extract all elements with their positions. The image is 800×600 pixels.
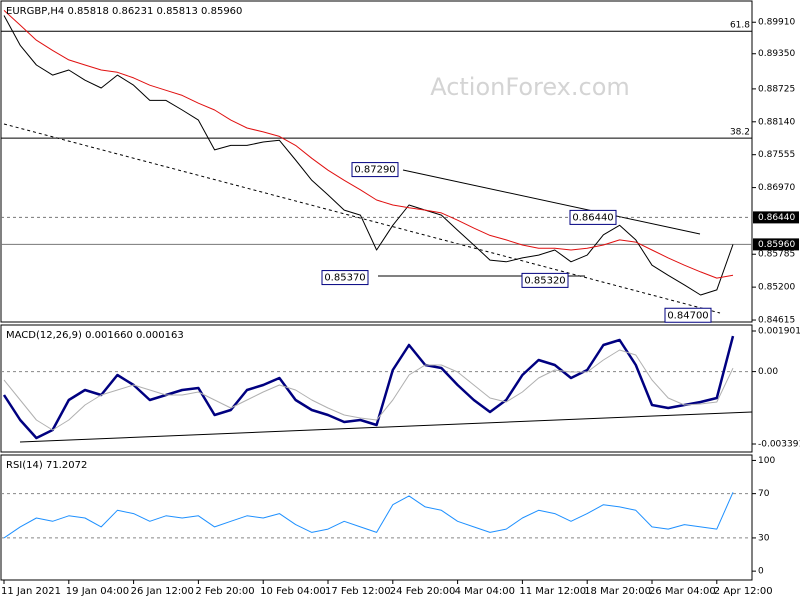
series-line (3, 15, 734, 296)
y-tick-label: 0.85785 (758, 250, 795, 260)
y-tick-label: 0.86970 (758, 183, 795, 193)
watermark: ActionForex.com (430, 73, 630, 101)
x-tick-label: 11 Jan 2021 (1, 586, 61, 597)
price-panel (0, 0, 753, 323)
x-tick-label: 11 Mar 12:00 (519, 586, 586, 597)
y-tick-label: 0.88140 (758, 117, 795, 127)
x-tick-label: 2 Feb 20:00 (195, 586, 254, 597)
y-tick-label: 0.87555 (758, 150, 795, 160)
price-line-label: 0.86440 (758, 213, 795, 223)
y-tick-label: 0.001901 (758, 326, 800, 336)
macd-trendline (19, 411, 753, 443)
annotation-box (351, 162, 399, 178)
y-tick-label: 0.89910 (758, 18, 795, 28)
panel-title: MACD(12,26,9) 0.001660 0.000163 (6, 330, 184, 341)
annotation-box (664, 307, 712, 323)
annotation-label: 0.85370 (324, 273, 365, 284)
fib-label: 38.2 (730, 128, 750, 138)
panel-title: RSI(14) 71.2072 (6, 460, 87, 471)
series-line (3, 492, 734, 539)
y-tick-label: 0.89350 (758, 49, 795, 59)
panel-title: EURGBP,H4 0.85818 0.86231 0.85813 0.8596… (6, 6, 242, 17)
y-tick-label: 30 (758, 533, 770, 543)
price-line-tag (753, 238, 799, 251)
y-tick-label: 0.84615 (758, 316, 795, 326)
x-tick-label: 10 Feb 04:00 (260, 586, 326, 597)
annotation-box (521, 272, 569, 288)
y-tick-label: 0.00 (758, 367, 778, 377)
annotation-box (321, 270, 369, 286)
x-tick-label: 26 Jan 12:00 (131, 586, 194, 597)
x-tick-label: 24 Feb 20:00 (390, 586, 456, 597)
annotation-box (569, 209, 617, 225)
fib-label: 61.8 (730, 21, 750, 31)
x-tick-label: 17 Feb 12:00 (325, 586, 391, 597)
series-line (2, 335, 735, 440)
x-tick-label: 2 Apr 12:00 (714, 586, 773, 597)
series-line (3, 10, 734, 279)
y-tick-label: 0 (758, 567, 764, 577)
x-tick-label: 19 Jan 04:00 (66, 586, 129, 597)
price-line-tag (753, 211, 799, 224)
y-tick-label: 0.85200 (758, 283, 795, 293)
annotation-label: 0.84700 (667, 310, 708, 321)
x-tick-label: 18 Mar 20:00 (584, 586, 651, 597)
rsi-panel (0, 454, 753, 581)
y-tick-label: 100 (758, 456, 775, 466)
x-tick-label: 4 Mar 04:00 (455, 586, 515, 597)
macd-panel (0, 324, 753, 453)
y-tick-label: 70 (758, 489, 770, 499)
x-tick-label: 26 Mar 04:00 (649, 586, 716, 597)
y-tick-label: -0.003391 (758, 440, 800, 450)
series-line (3, 349, 734, 431)
resistance-trendline (402, 169, 701, 235)
y-tick-label: 0.88725 (758, 84, 795, 94)
annotation-label: 0.87290 (354, 165, 395, 176)
annotation-label: 0.86440 (572, 212, 613, 223)
annotation-label: 0.85320 (524, 275, 565, 286)
price-line-label: 0.85960 (758, 240, 795, 250)
